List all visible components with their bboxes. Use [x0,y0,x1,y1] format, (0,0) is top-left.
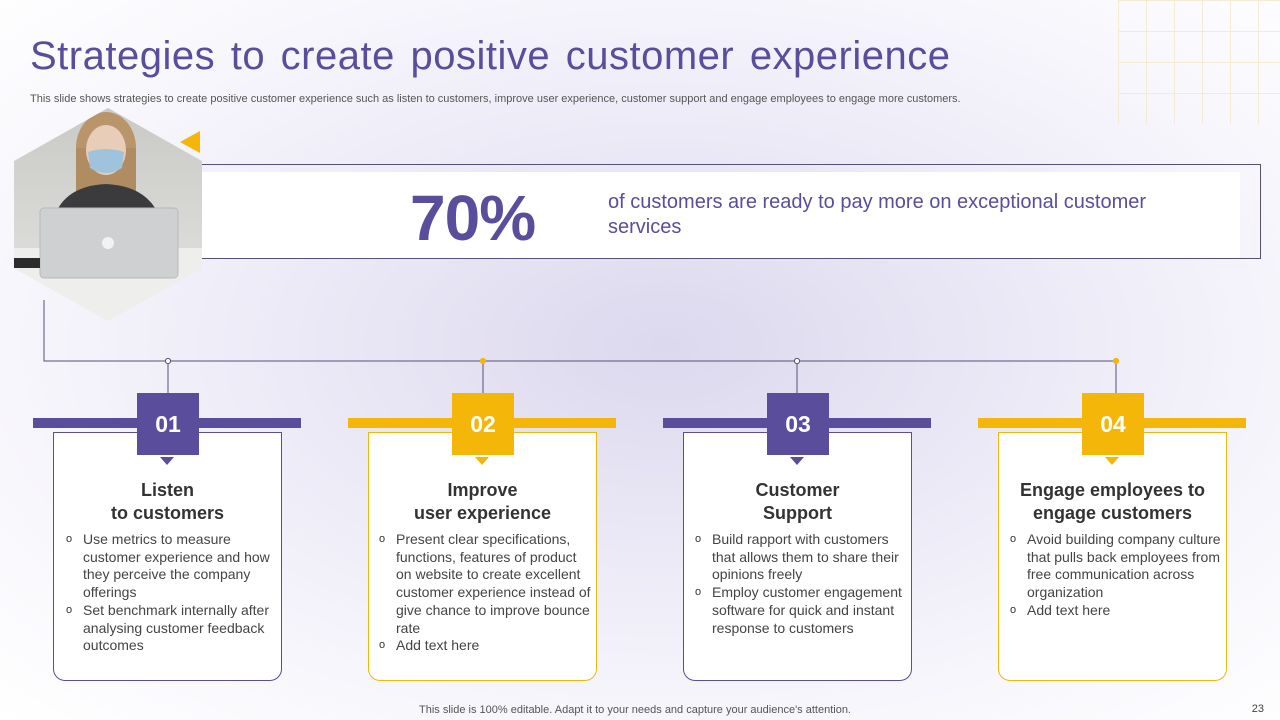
card-1-title: Listen to customers [53,479,282,525]
page-subtitle: This slide shows strategies to create po… [30,93,961,105]
card-2-arrow [475,457,489,465]
person-with-laptop-photo [14,108,202,321]
card-4-number: 04 [1082,393,1144,455]
card-3-number: 03 [767,393,829,455]
page-number: 23 [1251,703,1264,715]
card-1-number: 01 [137,393,199,455]
card-1-title-line2: to customers [110,503,225,523]
card-2-number: 02 [452,393,514,455]
card-3-list: Build rapport with customers that allows… [693,531,908,637]
card-2-title-line2: user experience [413,503,552,523]
card-3-title-line1: Customer [755,480,840,500]
list-item: Avoid building company culture that pull… [1008,531,1223,602]
card-4-arrow [1105,457,1119,465]
banner [180,172,1240,258]
card-3-arrow [790,457,804,465]
list-item: Build rapport with customers that allows… [693,531,908,584]
list-item: Employ customer engagement software for … [693,584,908,637]
card-4-title-line2: engage customers [1032,503,1193,523]
card-4-list: Avoid building company culture that pull… [1008,531,1223,620]
list-item: Use metrics to measure customer experien… [64,531,279,602]
list-item: Present clear specifications, functions,… [377,531,592,637]
footer-note: This slide is 100% editable. Adapt it to… [419,704,851,716]
stat-description: of customers are ready to pay more on ex… [608,191,1147,238]
card-2-title: Improve user experience [368,479,597,525]
accent-triangle [180,131,200,153]
list-item: Set benchmark internally after analysing… [64,602,279,655]
card-3-title-line2: Support [763,503,832,523]
page-title: Strategies to create positive customer e… [30,34,951,78]
card-1-arrow [160,457,174,465]
card-2-list: Present clear specifications, functions,… [377,531,592,655]
card-4-title: Engage employees to engage customers [998,479,1227,525]
decorative-grid [1118,0,1280,124]
card-4-title-line1: Engage employees to [1019,480,1206,500]
list-item: Add text here [377,637,592,655]
card-1-title-line1: Listen [140,480,194,500]
card-1-list: Use metrics to measure customer experien… [64,531,279,655]
stat-value: 70% [410,182,536,254]
card-3-title: Customer Support [683,479,912,525]
card-2-title-line1: Improve [447,480,518,500]
list-item: Add text here [1008,602,1223,620]
